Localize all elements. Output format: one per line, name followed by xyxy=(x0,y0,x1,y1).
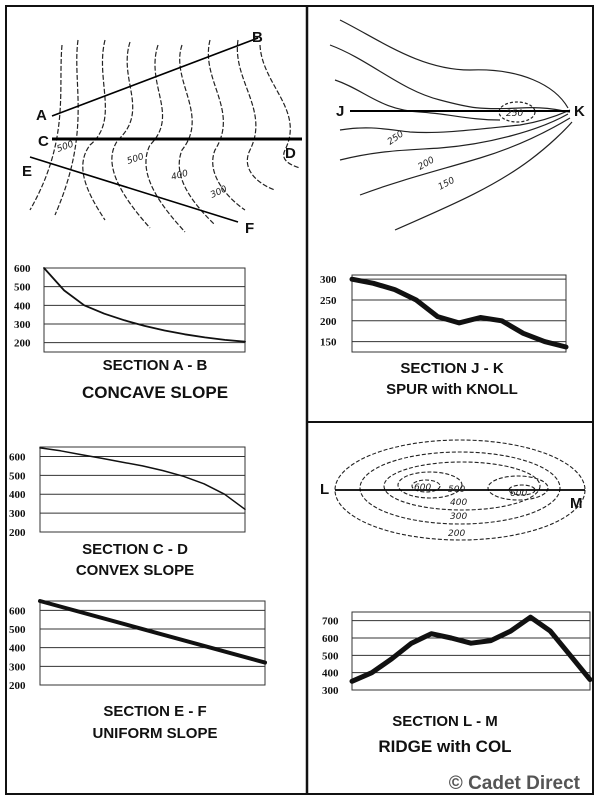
profile-line xyxy=(349,276,569,350)
slope-title-lm: RIDGE with COL xyxy=(378,737,511,756)
profile-line xyxy=(38,599,267,665)
contour-label: 400 xyxy=(450,498,467,508)
y-tick-label: 200 xyxy=(14,338,31,350)
point-m-label: M xyxy=(570,495,583,512)
section-title-cd: SECTION C - D xyxy=(82,541,188,558)
line-a-b xyxy=(51,37,259,117)
y-tick-label: 600 xyxy=(9,605,26,617)
profile-chart-lm: 700 600 500 400 300 xyxy=(322,611,593,697)
y-tick-label: 500 xyxy=(9,624,26,636)
point-k-label: K xyxy=(574,103,585,120)
chart-frame xyxy=(39,446,246,533)
section-title-ab: SECTION A - B xyxy=(103,357,208,374)
profile-chart-ef: 600 500 400 300 200 xyxy=(9,599,267,692)
y-tick-label: 300 xyxy=(320,274,337,286)
section-lines-abcdef xyxy=(29,37,302,223)
contour-label: 200 xyxy=(417,155,437,172)
y-tick-label: 300 xyxy=(322,685,339,697)
contour-label: 500 xyxy=(448,485,465,495)
y-tick-label: 500 xyxy=(14,282,31,294)
point-c-label: C xyxy=(38,133,49,150)
y-tick-label: 500 xyxy=(9,470,26,482)
copyright-watermark: © Cadet Direct xyxy=(449,773,581,794)
chart-frame xyxy=(43,267,246,353)
profile-charts: 600 500 400 300 200 600 500 400 300 200 600 500 400 3… xyxy=(9,263,593,697)
contour-label: 500 xyxy=(56,139,76,154)
y-tick-label: 400 xyxy=(14,300,31,312)
y-tick-label: 200 xyxy=(9,527,26,539)
profile-line xyxy=(39,447,246,511)
chart-frame xyxy=(351,611,591,691)
point-f-label: F xyxy=(245,220,254,237)
slope-title-ab: CONCAVE SLOPE xyxy=(82,383,228,402)
contour-label: 250 xyxy=(386,129,406,147)
point-e-label: E xyxy=(22,163,32,180)
profile-line xyxy=(43,267,246,343)
y-tick-label: 400 xyxy=(322,668,339,680)
y-tick-label: 600 xyxy=(9,451,26,463)
contour-label: 600 xyxy=(414,483,431,493)
y-tick-label: 150 xyxy=(320,337,337,349)
chart-frame xyxy=(351,274,567,353)
y-tick-label: 400 xyxy=(9,643,26,655)
profile-line xyxy=(349,614,593,684)
chart-frame xyxy=(39,600,266,686)
y-tick-label: 300 xyxy=(9,508,26,520)
y-tick-label: 600 xyxy=(14,263,31,275)
y-tick-label: 250 xyxy=(320,295,337,307)
slope-title-cd: CONVEX SLOPE xyxy=(76,562,194,579)
slope-title-ef: UNIFORM SLOPE xyxy=(92,725,217,742)
profile-chart-cd: 600 500 400 300 200 xyxy=(9,446,246,539)
page-frame xyxy=(5,5,594,795)
slope-title-jk: SPUR with KNOLL xyxy=(386,381,518,398)
section-title-jk: SECTION J - K xyxy=(400,360,504,377)
contour-label: 400 xyxy=(170,169,189,183)
y-tick-label: 400 xyxy=(9,489,26,501)
y-tick-label: 600 xyxy=(322,633,339,645)
contour-label: 600 xyxy=(510,489,527,499)
contour-label: 300 xyxy=(450,512,467,522)
contour-label: 200 xyxy=(448,529,465,539)
point-a-label: A xyxy=(36,107,47,124)
y-tick-label: 700 xyxy=(322,616,339,628)
line-e-f xyxy=(29,156,239,223)
y-tick-label: 200 xyxy=(320,316,337,328)
contour-map-jk xyxy=(329,19,573,231)
profile-chart-jk: 300 250 200 150 xyxy=(320,274,569,353)
y-tick-label: 200 xyxy=(9,680,26,692)
section-title-ef: SECTION E - F xyxy=(103,703,206,720)
contour-map-abcdef xyxy=(29,39,301,233)
y-tick-label: 500 xyxy=(322,650,339,662)
contour-label: 500 xyxy=(126,152,146,167)
y-tick-label: 300 xyxy=(9,661,26,673)
section-title-lm: SECTION L - M xyxy=(392,713,498,730)
contour-label: 250 xyxy=(506,109,523,119)
contour-label: 150 xyxy=(437,176,457,193)
y-tick-label: 300 xyxy=(14,319,31,331)
profile-chart-ab: 600 500 400 300 200 xyxy=(14,263,246,353)
point-l-label: L xyxy=(320,481,329,498)
point-d-label: D xyxy=(285,145,296,162)
point-j-label: J xyxy=(336,103,344,120)
contour-label: 300 xyxy=(209,184,229,200)
point-b-label: B xyxy=(252,29,263,46)
